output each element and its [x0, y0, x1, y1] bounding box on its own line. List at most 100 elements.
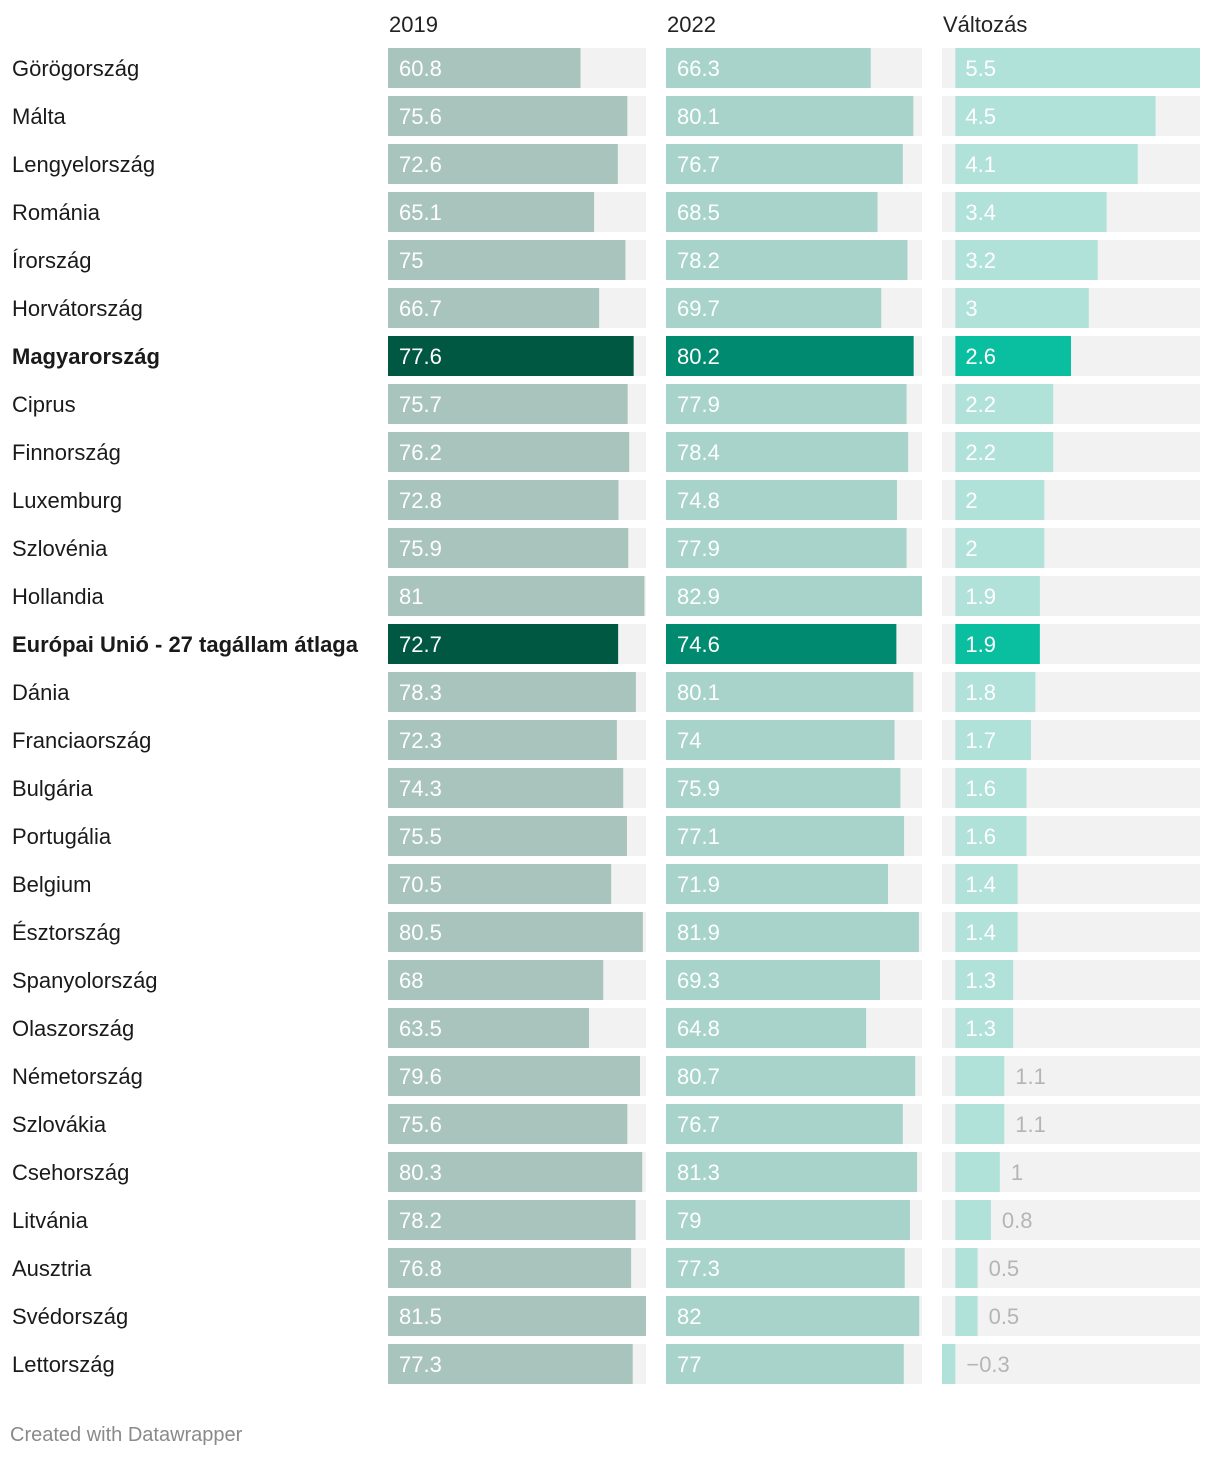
row-label: Görögország — [12, 56, 139, 81]
row-label: Csehország — [12, 1160, 129, 1185]
bar-v2022 — [666, 576, 922, 616]
value-label-v2019: 77.3 — [399, 1352, 442, 1377]
bar-change — [955, 480, 1045, 520]
bar-track-change — [942, 1296, 1200, 1336]
row-label: Litvánia — [12, 1208, 89, 1233]
bar-change — [955, 960, 1014, 1000]
bar-change — [955, 1200, 991, 1240]
value-label-v2022: 66.3 — [677, 56, 720, 81]
row-label: Észtország — [12, 920, 121, 945]
bar-change — [955, 384, 1054, 424]
value-label-change: 3.4 — [965, 200, 996, 225]
bar-v2022 — [666, 1056, 916, 1096]
row-label: Magyarország — [12, 344, 160, 369]
bar-v2022 — [666, 768, 901, 808]
value-label-change: 2.2 — [965, 392, 996, 417]
bar-v2022 — [666, 1296, 920, 1336]
bar-change — [955, 288, 1089, 328]
value-label-v2022: 80.1 — [677, 680, 720, 705]
value-label-v2019: 72.3 — [399, 728, 442, 753]
value-label-change: 1.3 — [965, 1016, 996, 1041]
row-label: Bulgária — [12, 776, 93, 801]
bar-change — [955, 1104, 1005, 1144]
bar-v2019 — [388, 288, 600, 328]
value-label-v2019: 78.3 — [399, 680, 442, 705]
bar-v2019 — [388, 336, 634, 376]
bar-v2019 — [388, 1296, 646, 1336]
value-label-change: 0.5 — [989, 1256, 1020, 1281]
bar-v2022 — [666, 528, 907, 568]
bar-v2022 — [666, 960, 881, 1000]
value-label-v2019: 76.8 — [399, 1256, 442, 1281]
row-label: Lengyelország — [12, 152, 155, 177]
value-label-v2019: 76.2 — [399, 440, 442, 465]
bar-v2019 — [388, 48, 581, 88]
bar-v2022 — [666, 288, 882, 328]
value-label-change: 1.9 — [965, 584, 996, 609]
bar-v2022 — [666, 912, 919, 952]
value-label-v2022: 81.3 — [677, 1160, 720, 1185]
value-label-v2022: 80.2 — [677, 344, 720, 369]
bar-change — [955, 1296, 978, 1336]
row-label: Ausztria — [12, 1256, 92, 1281]
value-label-v2022: 77.1 — [677, 824, 720, 849]
column-header-col-change: Változás — [943, 12, 1027, 37]
value-label-v2019: 75.9 — [399, 536, 442, 561]
value-label-change: 1.3 — [965, 968, 996, 993]
value-label-v2022: 77.9 — [677, 392, 720, 417]
value-label-v2022: 69.7 — [677, 296, 720, 321]
bar-change — [955, 48, 1200, 88]
row-label: Szlovénia — [12, 536, 108, 561]
value-label-v2022: 77.9 — [677, 536, 720, 561]
value-label-change: 1.4 — [965, 920, 996, 945]
row-label: Ciprus — [12, 392, 76, 417]
value-label-v2019: 63.5 — [399, 1016, 442, 1041]
bar-v2022 — [666, 1008, 867, 1048]
bar-v2019 — [388, 672, 636, 712]
bar-v2022 — [666, 720, 895, 760]
value-label-v2022: 64.8 — [677, 1016, 720, 1041]
bar-v2019 — [388, 528, 629, 568]
value-label-v2019: 75.6 — [399, 104, 442, 129]
value-label-v2019: 80.3 — [399, 1160, 442, 1185]
value-label-change: 2.6 — [965, 344, 996, 369]
bar-change — [955, 336, 1071, 376]
bar-v2022 — [666, 336, 914, 376]
bar-v2022 — [666, 480, 897, 520]
bar-v2022 — [666, 432, 909, 472]
bar-change — [955, 1056, 1005, 1096]
value-label-change: 0.8 — [1002, 1208, 1033, 1233]
bar-v2022 — [666, 48, 871, 88]
bar-v2019 — [388, 1248, 632, 1288]
bar-v2022 — [666, 240, 908, 280]
value-label-v2022: 74 — [677, 728, 701, 753]
bar-v2019 — [388, 1344, 633, 1384]
bar-change — [955, 240, 1098, 280]
bar-change — [955, 864, 1018, 904]
bar-change — [955, 1152, 1000, 1192]
value-label-v2019: 81.5 — [399, 1304, 442, 1329]
row-label: Svédország — [12, 1304, 128, 1329]
value-label-v2022: 78.4 — [677, 440, 720, 465]
row-label: Málta — [12, 104, 67, 129]
row-label: Németország — [12, 1064, 143, 1089]
bar-v2022 — [666, 672, 914, 712]
value-label-v2019: 74.3 — [399, 776, 442, 801]
bar-change — [955, 432, 1054, 472]
bar-change — [955, 816, 1027, 856]
value-label-v2019: 79.6 — [399, 1064, 442, 1089]
bar-v2019 — [388, 240, 626, 280]
value-label-v2019: 75 — [399, 248, 423, 273]
value-label-v2022: 78.2 — [677, 248, 720, 273]
column-header-col-2019: 2019 — [389, 12, 438, 37]
bar-v2019 — [388, 720, 617, 760]
bar-v2022 — [666, 864, 889, 904]
bar-v2019 — [388, 192, 595, 232]
value-label-v2022: 75.9 — [677, 776, 720, 801]
value-label-change: 1.6 — [965, 824, 996, 849]
bar-v2022 — [666, 144, 903, 184]
value-label-v2019: 70.5 — [399, 872, 442, 897]
value-label-v2019: 78.2 — [399, 1208, 442, 1233]
bar-v2019 — [388, 576, 645, 616]
value-label-change: 3.2 — [965, 248, 996, 273]
